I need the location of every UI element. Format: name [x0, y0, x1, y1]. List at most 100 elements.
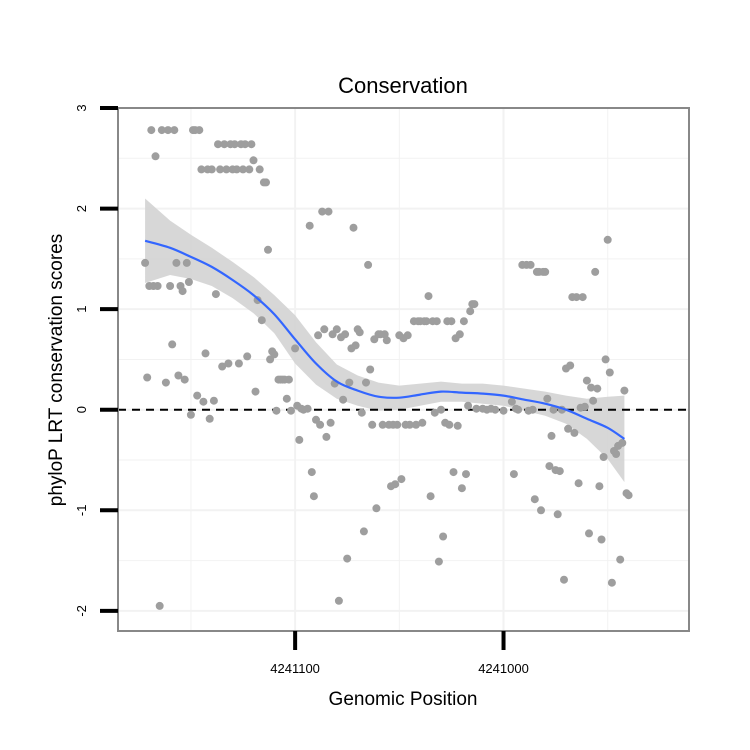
data-point — [412, 420, 420, 429]
data-point — [257, 316, 266, 325]
data-point — [382, 336, 391, 345]
data-point — [168, 340, 177, 349]
data-point — [618, 438, 627, 447]
axes: -2 -1 0 1 2 3 4241100 4241000 — [74, 104, 529, 676]
data-point — [164, 126, 172, 135]
data-point — [247, 140, 256, 149]
data-point — [605, 368, 614, 377]
data-point — [264, 245, 272, 254]
data-point — [357, 408, 366, 417]
data-point — [214, 140, 222, 149]
data-point — [620, 386, 629, 395]
data-point — [324, 207, 333, 216]
y-tick-label: 3 — [74, 104, 89, 111]
data-point — [161, 378, 170, 387]
grid-lines — [118, 107, 689, 631]
data-point — [470, 300, 479, 309]
data-point — [543, 394, 552, 403]
data-point — [578, 293, 587, 302]
data-point — [234, 359, 243, 368]
data-point — [585, 529, 593, 538]
data-point — [305, 221, 314, 230]
data-point — [422, 317, 431, 326]
data-point — [157, 126, 166, 135]
data-point — [218, 362, 227, 371]
plot-panel-border — [117, 107, 690, 632]
data-point — [372, 504, 381, 513]
data-point — [343, 554, 352, 563]
data-point — [195, 126, 204, 135]
data-point — [514, 405, 523, 414]
data-point — [197, 165, 206, 174]
data-point — [378, 420, 387, 429]
data-point — [405, 420, 414, 429]
data-point — [553, 510, 562, 519]
data-point — [209, 396, 218, 405]
data-point — [445, 420, 454, 429]
chart-title: Conservation — [338, 73, 468, 98]
data-point — [262, 178, 270, 187]
data-point — [537, 506, 545, 515]
data-point — [151, 152, 160, 161]
y-tick-label: 1 — [74, 306, 89, 313]
data-point — [439, 532, 448, 541]
data-point — [178, 287, 187, 296]
data-point — [432, 317, 441, 326]
data-point — [211, 290, 220, 299]
data-point — [462, 470, 470, 479]
data-point — [545, 462, 554, 471]
data-point — [541, 267, 550, 276]
data-point — [326, 418, 335, 427]
data-point — [239, 165, 247, 174]
data-point — [393, 420, 402, 429]
data-point — [564, 424, 573, 433]
y-tick-label: 0 — [74, 406, 89, 413]
data-point — [426, 492, 435, 501]
data-point — [307, 468, 316, 477]
data-point — [509, 470, 518, 479]
data-point — [457, 484, 466, 493]
data-point — [566, 361, 575, 370]
data-point — [530, 495, 539, 504]
data-point — [199, 397, 208, 406]
data-point — [601, 355, 610, 364]
data-point — [362, 378, 370, 387]
data-point — [397, 475, 406, 484]
data-point — [186, 410, 195, 419]
data-point — [295, 435, 304, 444]
data-point — [380, 330, 389, 339]
data-point — [184, 278, 193, 286]
data-point — [272, 406, 281, 415]
data-point — [491, 405, 500, 414]
y-tick-label: -2 — [74, 605, 89, 617]
data-point — [193, 391, 202, 400]
smooth-curve-layer — [144, 239, 626, 440]
data-point — [320, 325, 329, 334]
data-point — [472, 404, 481, 413]
data-point — [245, 165, 254, 174]
data-point — [270, 350, 279, 359]
data-point — [155, 601, 164, 610]
y-tick-label: 2 — [74, 205, 89, 212]
data-point — [437, 405, 445, 414]
data-point — [309, 492, 318, 501]
data-point — [418, 418, 427, 427]
data-point — [170, 126, 179, 135]
data-point — [591, 267, 600, 276]
data-point — [549, 405, 558, 414]
data-point — [243, 352, 252, 361]
data-point — [339, 395, 348, 404]
data-point — [291, 344, 300, 353]
y-axis-label: phyloP LRT conservation scores — [46, 234, 67, 507]
data-point — [455, 330, 464, 339]
data-point — [232, 165, 241, 174]
data-point — [359, 527, 368, 536]
data-point — [570, 428, 579, 437]
data-point — [526, 260, 535, 269]
data-point — [447, 317, 456, 326]
data-point — [560, 575, 568, 584]
data-point — [230, 140, 239, 149]
data-point — [284, 375, 293, 384]
data-point — [453, 421, 462, 430]
